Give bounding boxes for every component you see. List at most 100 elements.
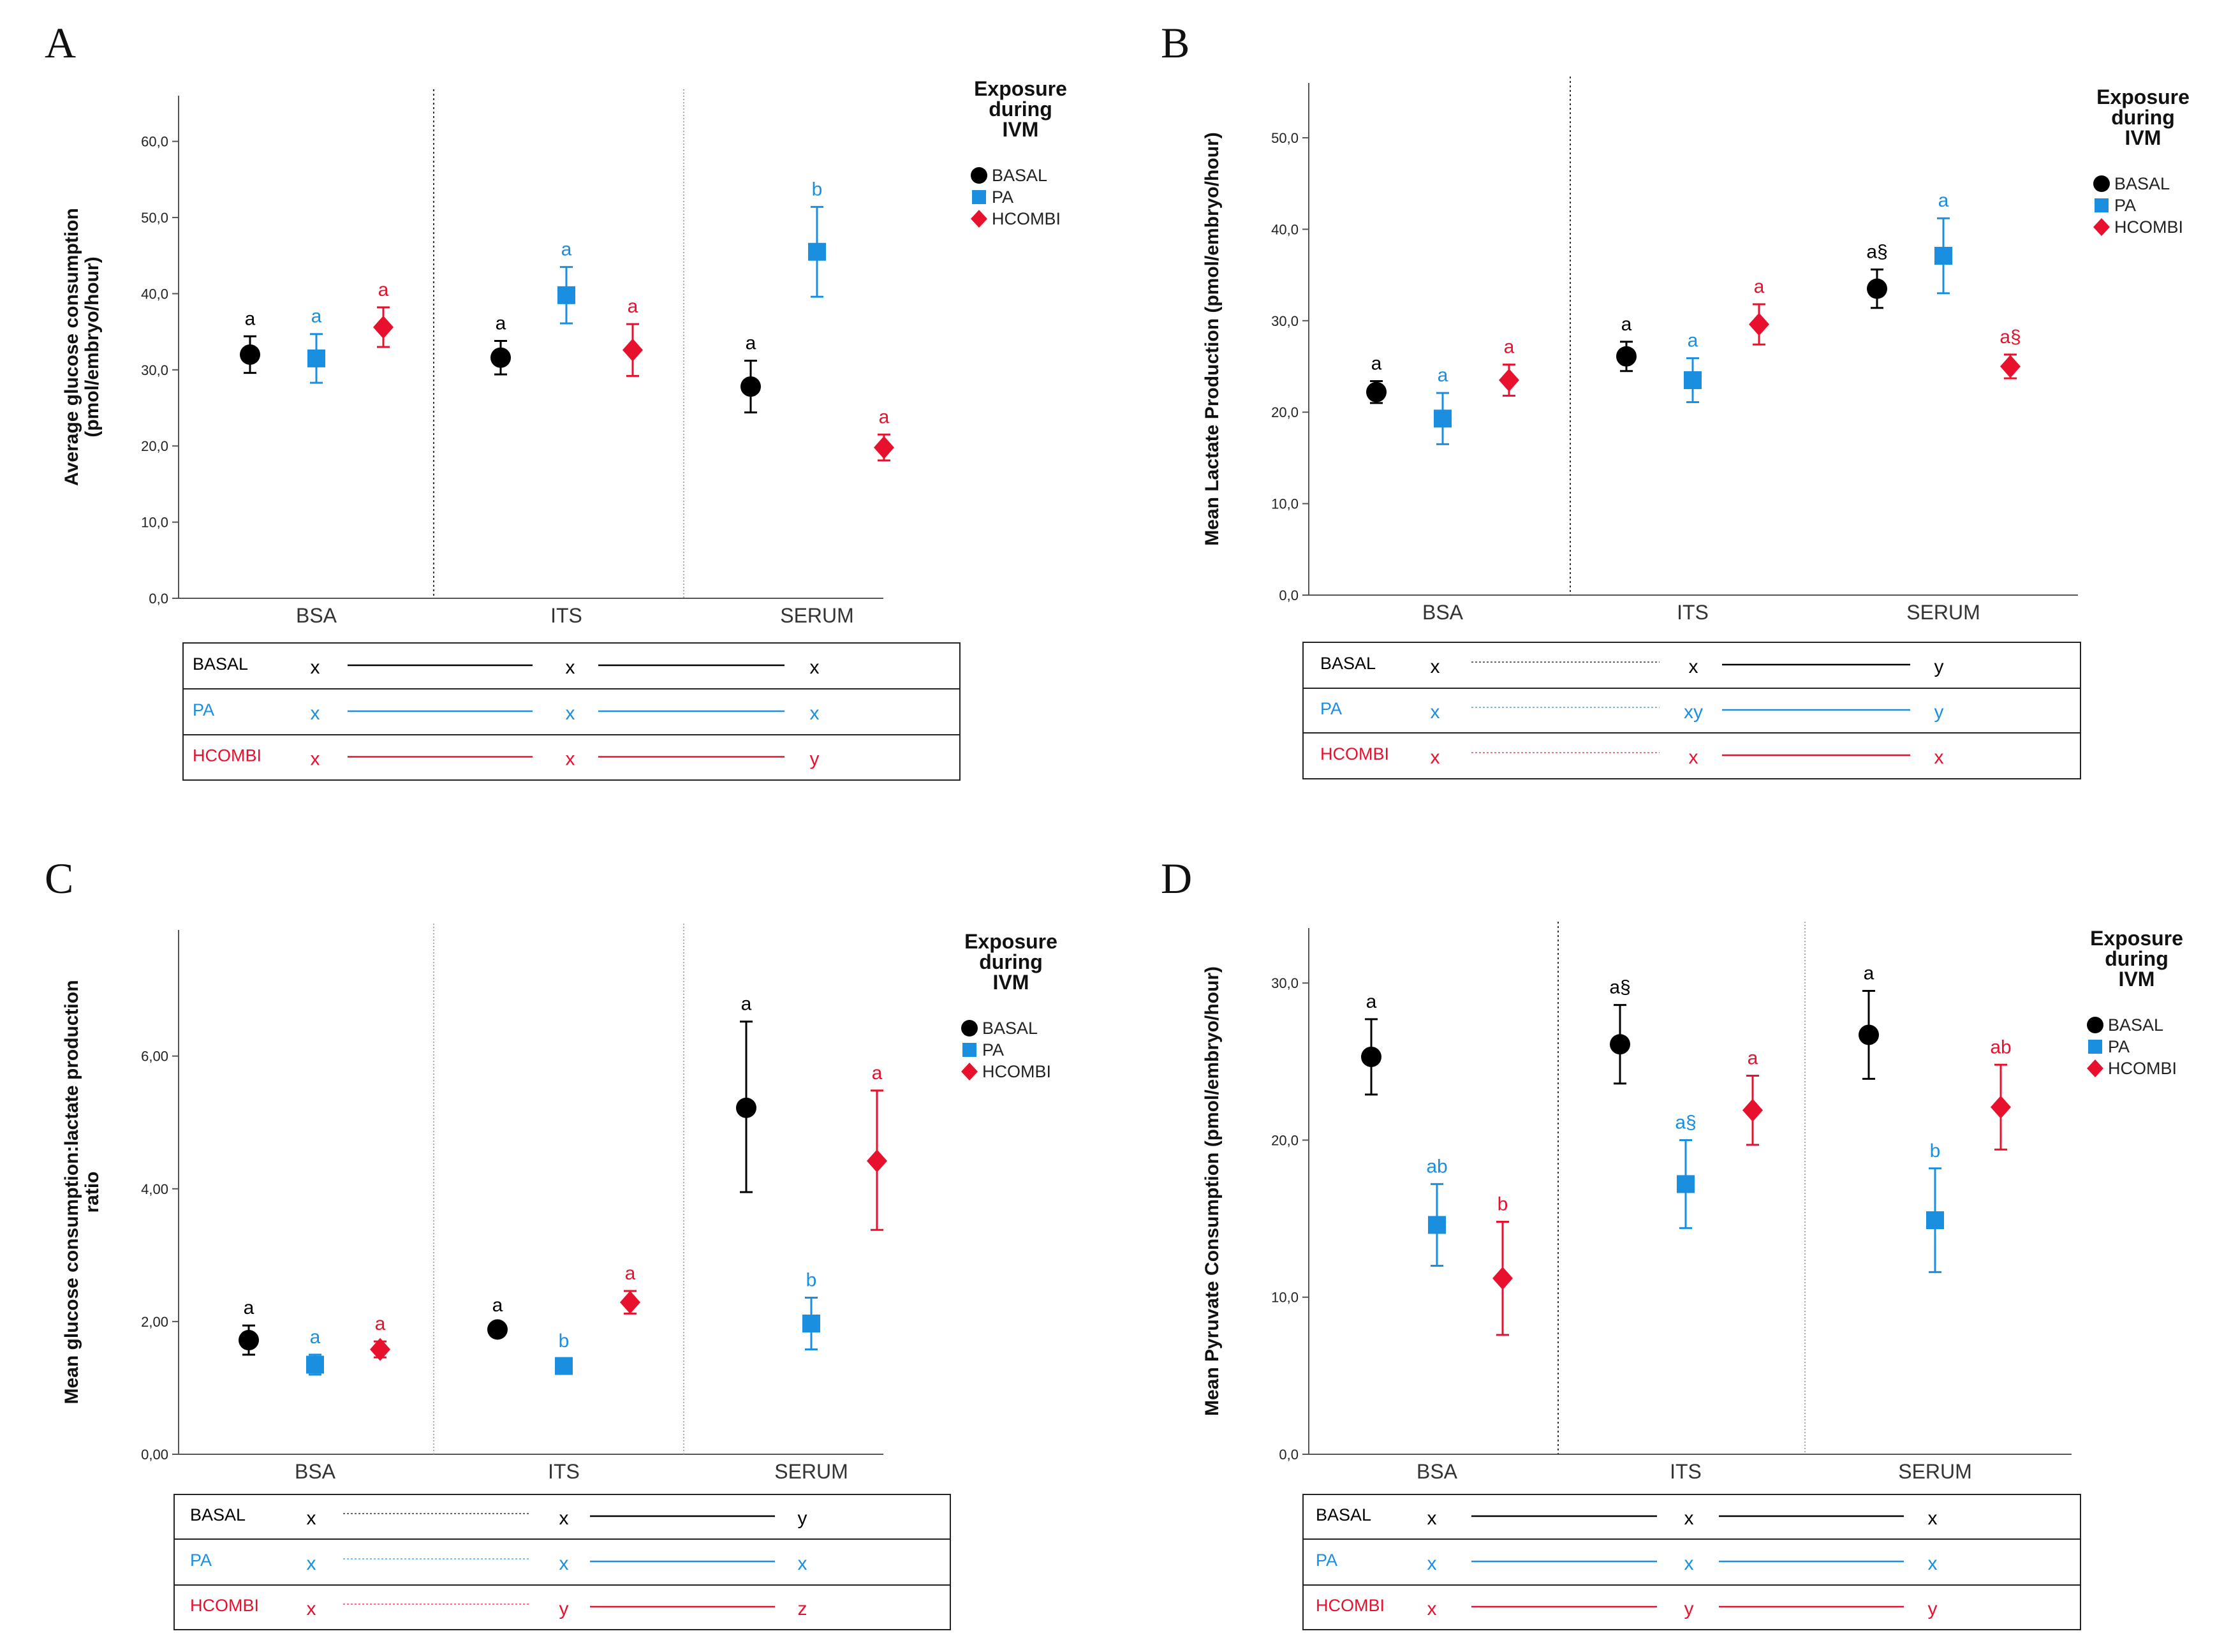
y-axis-label: Mean glucose consumption:lactate product… [61,980,82,1404]
comparison-table [182,642,961,781]
legend-marker-basal [2093,175,2110,192]
data-point-pa [1926,1211,1944,1230]
table-cell: y [1934,702,1944,723]
table-row-label: PA [1320,699,1342,718]
legend-marker-basal [961,1020,978,1036]
legend-marker-hcombi [971,210,987,228]
y-tick-label: 6,00 [141,1049,168,1065]
x-tick-label: ITS [548,1460,580,1483]
table-cell: y [1928,1598,1938,1619]
panel-letter: B [1161,18,1189,67]
x-tick-label: SERUM [1898,1460,1972,1483]
table-cell: x [311,657,320,678]
significance-letter: a [1366,991,1377,1012]
data-point-basal [240,344,260,365]
data-point-pa [1934,247,1952,265]
table-cell: x [1684,1553,1694,1574]
legend-label: HCOMBI [992,209,1061,228]
data-point-hcombi [1492,1267,1513,1290]
significance-letter: b [812,179,823,200]
table-cell: x [1427,1553,1437,1574]
legend-label: PA [2114,196,2136,215]
table-cell: x [566,703,575,724]
table-cell: y [810,749,820,770]
data-point-hcombi [370,1338,390,1361]
y-tick-label: 40,0 [141,286,168,302]
data-point-pa [808,242,826,261]
legend-label: HCOMBI [2114,218,2183,237]
significance-letter: b [1498,1194,1508,1215]
significance-letter: a [1438,365,1448,386]
significance-letter: a [1504,337,1515,358]
x-tick-label: ITS [550,604,582,627]
panel-letter: C [45,854,73,903]
significance-letter: a [1688,330,1698,351]
panel-d: D 0,0 10,0 20,0 30,0 Mean Pyruvate Consumptio… [1161,854,2183,1630]
significance-letter: a [746,332,756,353]
y-tick-label: 2,00 [141,1314,168,1330]
y-tick-label: 10,0 [141,515,168,531]
table-cell: x [311,703,320,724]
panel-letter: D [1161,854,1192,903]
significance-letter: a [378,279,389,300]
table-row-label: BASAL [190,1505,246,1524]
y-axis-label: (pmol/embryo/hour) [82,256,103,437]
legend-title: IVM [1003,118,1039,141]
table-row-label: HCOMBI [193,746,261,765]
legend-label: PA [992,188,1013,207]
legend-title: IVM [2125,126,2161,149]
legend-label: HCOMBI [982,1062,1051,1081]
table-row-label: HCOMBI [190,1596,259,1615]
data-point-pa [802,1315,820,1333]
significance-letter: a [1938,190,1949,211]
data-point-pa [1428,1216,1446,1234]
significance-letter: a§ [1999,327,2021,348]
table-cell: x [1431,747,1440,768]
table-cell: y [798,1508,807,1529]
significance-letter: a [628,296,638,317]
table-cell: y [1934,656,1944,677]
data-point-hcombi [622,338,643,362]
table-cell: x [1928,1553,1938,1574]
significance-letter: a [492,1295,503,1316]
table-cell: x [311,749,320,770]
table-cell: y [559,1598,569,1619]
legend-label: PA [982,1040,1004,1059]
significance-letter: ab [1426,1156,1447,1177]
significance-letter: b [559,1331,570,1352]
y-tick-label: 0,00 [141,1447,168,1463]
y-tick-label: 30,0 [1271,313,1299,329]
y-tick-label: 60,0 [141,134,168,150]
significance-letter: a [872,1063,883,1084]
table-cell: x [810,703,820,724]
x-tick-label: SERUM [1906,601,1980,624]
data-point-pa [306,1355,324,1374]
data-point-hcombi [1991,1095,2011,1119]
legend-marker-pa [2088,1040,2102,1054]
data-point-hcombi [1742,1098,1763,1122]
significance-letter: a [1371,353,1382,374]
legend-title: Exposure [974,77,1067,100]
legend-marker-pa [2095,198,2109,212]
legend-label: BASAL [2114,174,2170,193]
table-row-label: BASAL [1316,1505,1371,1524]
significance-letter: b [806,1269,817,1290]
table-cell: x [1431,656,1440,677]
table-cell: x [1689,747,1698,768]
legend-title: during [2111,106,2175,129]
table-row-label: BASAL [193,654,248,674]
table-cell: x [307,1598,316,1619]
comparison-table [173,1494,951,1630]
x-tick-label: SERUM [774,1460,848,1483]
significance-letter: a [244,1297,254,1318]
y-tick-label: 20,0 [1271,1132,1299,1148]
data-point-hcombi [2000,355,2021,378]
y-tick-label: 4,00 [141,1181,168,1197]
x-tick-label: ITS [1670,1460,1702,1483]
significance-letter: a [561,239,572,260]
data-point-basal [239,1330,259,1351]
legend-marker-basal [971,167,987,184]
significance-letter: ab [1990,1036,2011,1058]
table-cell: x [1431,702,1440,723]
